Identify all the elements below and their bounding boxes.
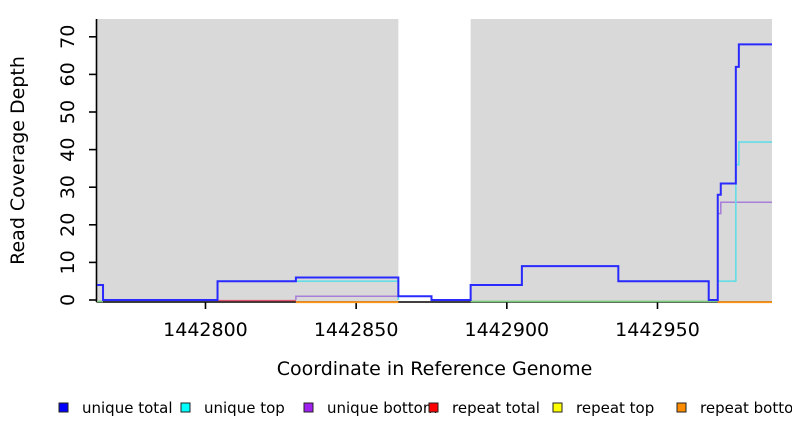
legend-label-unique-top: unique top xyxy=(204,399,285,417)
x-tick-label: 1442800 xyxy=(163,319,248,341)
legend-label-repeat-total: repeat total xyxy=(452,399,540,417)
y-tick-label: 0 xyxy=(57,294,79,306)
y-axis-label: Read Coverage Depth xyxy=(7,56,29,265)
y-tick-label: 40 xyxy=(57,138,79,162)
legend-label-unique-total: unique total xyxy=(82,399,173,417)
legend-swatch-repeat-total xyxy=(428,402,439,413)
legend-label-repeat-top: repeat top xyxy=(576,399,654,417)
plot-background-block xyxy=(97,19,399,302)
legend-swatch-unique-bottom xyxy=(303,402,314,413)
legend-label-unique-bottom: unique bottom xyxy=(327,399,437,417)
legend-swatch-unique-total xyxy=(58,402,69,413)
x-tick-label: 1442950 xyxy=(615,319,700,341)
legend-swatch-repeat-top xyxy=(552,402,563,413)
y-tick-label: 20 xyxy=(57,213,79,237)
legend-swatch-repeat-bottom xyxy=(676,402,687,413)
y-tick-label: 30 xyxy=(57,175,79,199)
series-line-unique-total xyxy=(97,43,772,301)
y-tick-label: 50 xyxy=(57,100,79,124)
x-axis-label: Coordinate in Reference Genome xyxy=(277,358,593,380)
x-tick-label: 1442850 xyxy=(314,319,399,341)
legend-swatch-unique-top xyxy=(180,402,191,413)
y-tick-label: 60 xyxy=(57,62,79,86)
plot-background-block xyxy=(470,19,772,302)
legend-label-repeat-bottom: repeat bottom xyxy=(700,399,792,417)
x-tick-label: 1442900 xyxy=(465,319,550,341)
y-tick-label: 70 xyxy=(57,25,79,49)
y-tick-label: 10 xyxy=(57,250,79,274)
